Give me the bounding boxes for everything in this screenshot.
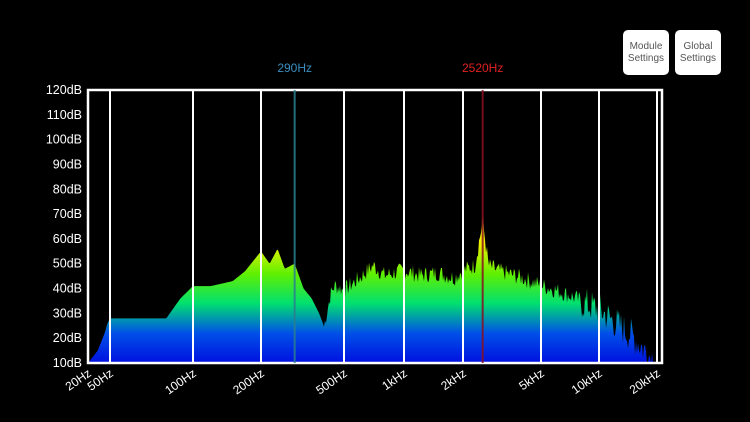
x-tick-label: 200Hz (230, 366, 266, 397)
y-tick-label: 50dB (53, 257, 82, 271)
frequency-marker-label: 290Hz (277, 61, 312, 75)
y-tick-label: 90dB (53, 157, 82, 171)
y-tick-label: 120dB (46, 83, 82, 97)
y-tick-label: 110dB (47, 108, 82, 122)
module-settings-label: Module Settings (627, 40, 665, 64)
y-tick-label: 40dB (53, 282, 82, 296)
y-tick-label: 10dB (53, 356, 82, 370)
y-tick-label: 20dB (53, 331, 82, 345)
x-tick-label: 50Hz (85, 366, 116, 394)
global-settings-button[interactable]: Global Settings (675, 30, 721, 75)
x-tick-label: 20kHz (627, 366, 663, 397)
x-tick-label: 10kHz (569, 366, 605, 397)
plot-frame (86, 88, 664, 365)
x-tick-label: 500Hz (313, 366, 349, 397)
global-settings-label: Global Settings (679, 40, 717, 64)
x-tick-label: 100Hz (162, 366, 198, 397)
x-tick-label: 2kHz (438, 366, 468, 393)
y-tick-label: 30dB (53, 306, 82, 320)
y-tick-label: 80dB (53, 182, 82, 196)
x-tick-label: 5kHz (516, 366, 546, 393)
frequency-marker-label: 2520Hz (462, 61, 503, 75)
module-settings-button[interactable]: Module Settings (623, 30, 669, 75)
x-tick-label: 1kHz (379, 366, 409, 393)
spectrum-area (88, 216, 658, 363)
y-tick-label: 60dB (53, 232, 82, 246)
y-tick-label: 70dB (53, 207, 82, 221)
y-tick-label: 100dB (46, 133, 82, 147)
